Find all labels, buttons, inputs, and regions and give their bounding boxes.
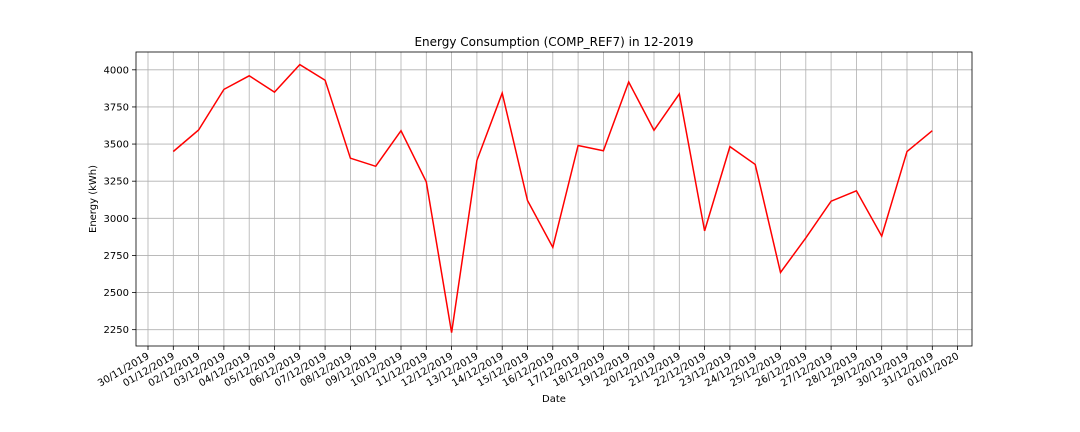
y-tick-label: 4000 [104,65,129,76]
data-point [855,189,858,192]
data-point [222,88,225,91]
data-point [728,145,731,148]
data-point [577,144,580,147]
data-point [501,92,504,95]
data-point [324,79,327,82]
data-point [906,150,909,153]
data-point [627,80,630,83]
chart-title: Energy Consumption (COMP_REF7) in 12-201… [414,35,693,49]
data-point [349,157,352,160]
data-point [298,63,301,66]
data-point [830,200,833,203]
data-point [602,149,605,152]
y-tick-label: 2500 [104,288,129,299]
x-axis-ticks: 30/11/201901/12/201902/12/201903/12/2019… [96,346,961,389]
plot-frame [135,51,973,347]
data-point [273,91,276,94]
y-tick-label: 2750 [104,251,129,262]
y-axis-ticks: 2250 2500 2750 3000 3250 3500 3750 4000 [104,65,136,336]
data-point [248,74,251,77]
data-point [374,165,377,168]
series-line [172,63,933,333]
data-point [475,159,478,162]
y-tick-label: 3250 [104,177,129,188]
data-point [526,199,529,202]
data-point [703,229,706,232]
data-point [551,246,554,249]
y-axis-label: Energy (kWh) [88,165,99,233]
data-point [779,271,782,274]
data-point [172,150,175,153]
x-axis-label: Date [542,394,566,405]
data-point [880,235,883,238]
y-tick-label: 3500 [104,140,129,151]
data-point [400,129,403,132]
y-tick-label: 3750 [104,102,129,113]
data-point [425,180,428,183]
y-tick-label: 2250 [104,325,129,336]
data-point [197,128,200,131]
y-tick-label: 3000 [104,214,129,225]
data-point [450,331,453,334]
data-point [931,129,934,132]
data-point [678,92,681,95]
data-point [754,163,757,166]
data-point [804,236,807,239]
data-point [653,129,656,132]
grid-lines [136,52,972,346]
